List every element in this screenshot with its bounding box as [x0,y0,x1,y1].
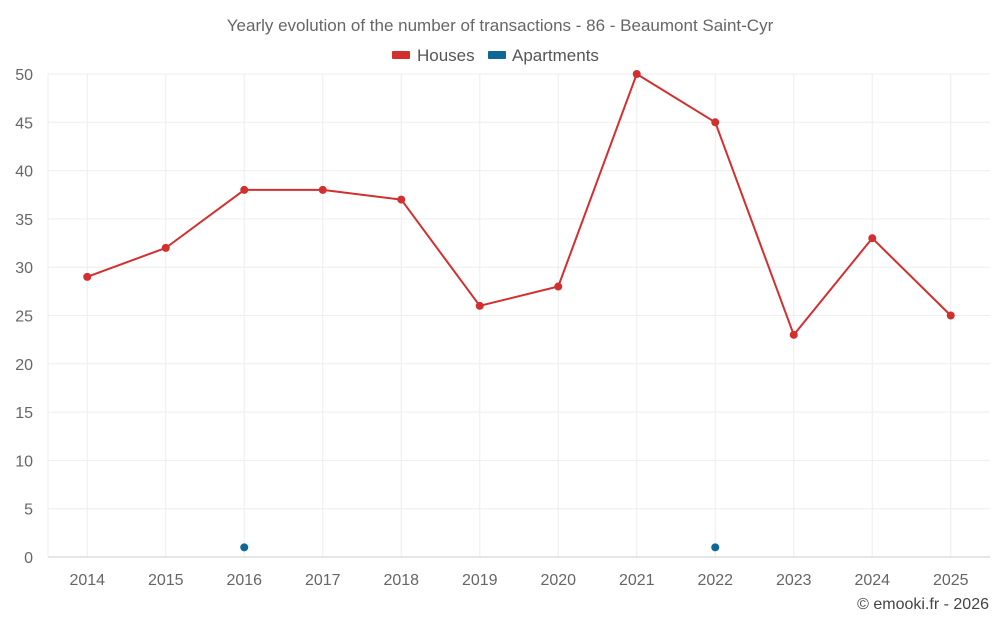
y-tick-label-25: 25 [15,309,33,326]
x-tick-label-2018: 2018 [383,572,419,589]
point-houses-2022[interactable] [711,118,720,127]
point-houses-2024[interactable] [868,234,877,243]
y-gridlines [48,73,990,510]
point-houses-2015[interactable] [161,243,170,252]
axes [47,74,990,558]
series-lines [86,73,952,336]
y-tick-label-40: 40 [15,164,33,181]
credit-text: © emooki.fr - 2026 [857,596,989,613]
x-tick-label-2025: 2025 [933,572,969,589]
x-tick-label-2016: 2016 [226,572,262,589]
legend-item-apartments[interactable]: Apartments [488,46,599,65]
point-houses-2020[interactable] [554,282,563,291]
point-houses-2016[interactable] [240,185,249,194]
point-houses-2014[interactable] [83,272,92,281]
legend-swatch-apartments [488,51,506,59]
y-tick-label-30: 30 [15,260,33,277]
y-tick-label-20: 20 [15,357,33,374]
y-tick-label-5: 5 [24,502,33,519]
point-houses-2017[interactable] [318,185,327,194]
x-tick-label-2017: 2017 [305,572,341,589]
y-tick-label-0: 0 [24,550,33,567]
point-houses-2025[interactable] [946,311,955,320]
x-tick-label-2015: 2015 [148,572,184,589]
series-points [83,70,955,552]
series-line-houses [86,73,952,336]
point-houses-2023[interactable] [789,330,798,339]
legend-label-apartments: Apartments [512,46,599,65]
legend-item-houses[interactable]: Houses [392,46,475,65]
x-tick-label-2024: 2024 [854,572,890,589]
y-tick-label-35: 35 [15,212,33,229]
point-houses-2021[interactable] [632,70,641,78]
x-axis-tick-labels: 2014 2015 2016 2017 2018 2019 2020 2021 2022 2023… [69,572,968,589]
x-tick-label-2014: 2014 [69,572,105,589]
x-tick-label-2020: 2020 [540,572,576,589]
y-tick-label-50: 50 [15,67,33,84]
point-houses-2019[interactable] [475,301,484,310]
x-tick-label-2023: 2023 [776,572,812,589]
x-tick-label-2022: 2022 [697,572,733,589]
x-tick-label-2019: 2019 [462,572,498,589]
point-apartments-2016[interactable] [240,543,249,552]
point-apartments-2022[interactable] [711,543,720,552]
legend-swatch-houses [392,51,410,59]
y-axis-tick-labels: 0 5 10 15 20 25 30 35 40 45 50 [15,67,33,567]
chart-title: Yearly evolution of the number of transa… [227,16,774,35]
chart-legend: Houses Apartments [392,46,599,65]
y-tick-label-15: 15 [15,405,33,422]
point-houses-2018[interactable] [397,195,406,204]
legend-label-houses: Houses [417,46,475,65]
y-tick-label-10: 10 [15,453,33,470]
x-gridlines [86,74,952,557]
x-tick-label-2021: 2021 [619,572,655,589]
y-tick-label-45: 45 [15,115,33,132]
